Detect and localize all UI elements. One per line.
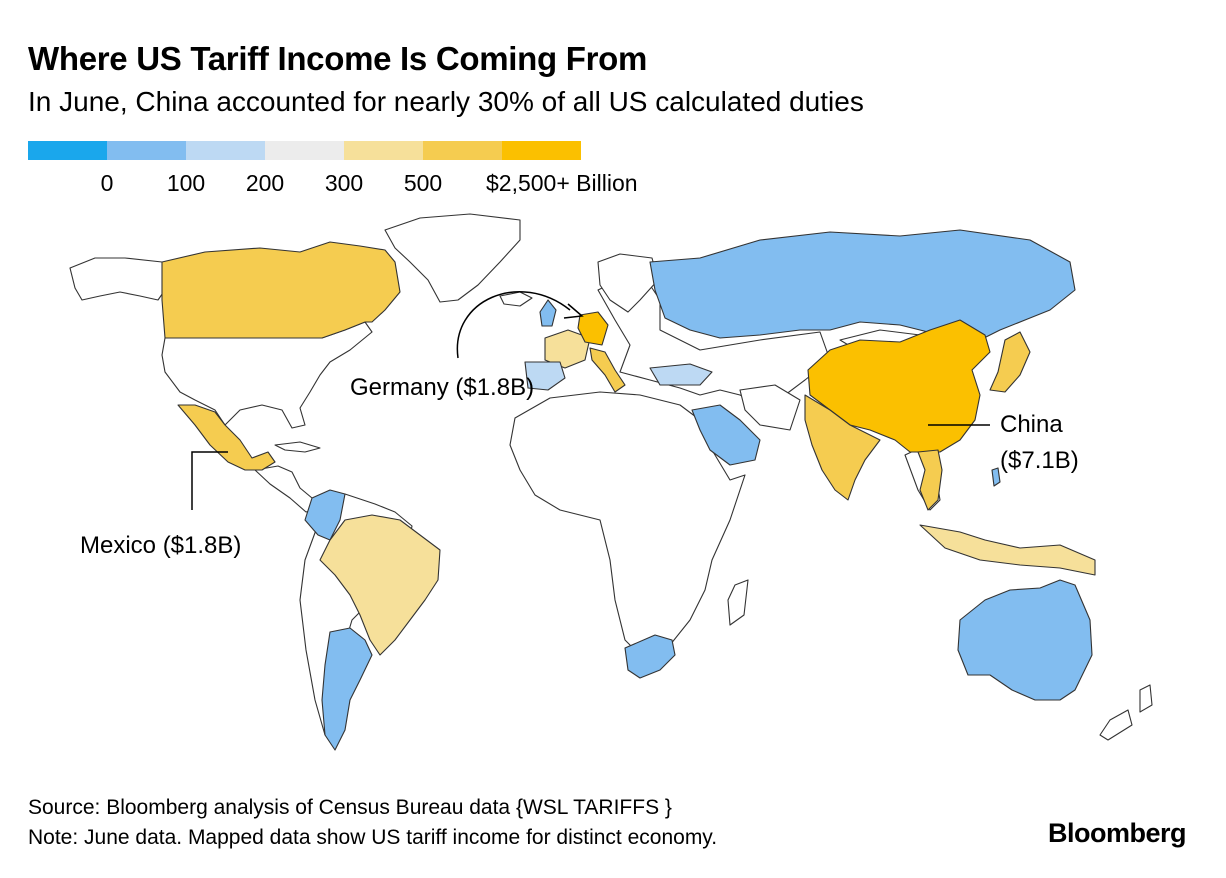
country-new-zealand: [1099, 684, 1153, 741]
legend-swatch-6: [423, 141, 502, 160]
legend-swatch-4: [265, 141, 344, 160]
country-saudi-arabia: [691, 404, 761, 466]
legend-color-scale: [28, 141, 581, 160]
germany-arrow-head: [563, 303, 584, 319]
country-iceland: [499, 291, 533, 307]
country-australia: [957, 579, 1093, 701]
country-south-africa: [624, 634, 676, 679]
legend-label-0: 0: [100, 170, 114, 196]
country-scandinavia: [597, 253, 659, 313]
legend-label-300: 300: [324, 170, 364, 196]
legend-label-500: 500: [403, 170, 443, 196]
country-alaska: [69, 257, 166, 301]
mexico-annotation: Mexico ($1.8B): [80, 532, 242, 559]
chart-subtitle: In June, China accounted for nearly 30% …: [28, 86, 864, 117]
legend-swatch-2: [107, 141, 186, 160]
legend-swatch-1: [28, 141, 107, 160]
country-japan: [989, 331, 1031, 393]
country-italy: [589, 347, 626, 393]
germany-arrow-line: [456, 291, 571, 359]
country-turkey: [649, 363, 713, 386]
country-colombia: [304, 489, 346, 541]
country-argentina: [321, 627, 373, 751]
country-taiwan: [991, 467, 1001, 487]
legend-labels: 0 100 200 300 500 $2,500+ Billion: [0, 170, 700, 200]
china-annotation-value: ($7.1B): [1000, 447, 1079, 474]
country-mexico: [177, 404, 276, 471]
country-russia: [649, 229, 1076, 341]
data-note: Note: June data. Mapped data show US tar…: [28, 826, 718, 849]
china-annotation-name: China: [1000, 411, 1063, 438]
country-france: [544, 329, 591, 369]
legend-swatch-7: [502, 141, 581, 160]
bloomberg-logo: Bloomberg: [1047, 818, 1187, 848]
country-uk: [539, 299, 557, 327]
country-canada: [161, 241, 401, 339]
country-madagascar: [727, 579, 749, 626]
legend-label-max: $2,500+ Billion: [486, 170, 638, 196]
legend-swatch-5: [344, 141, 423, 160]
country-germany: [577, 311, 609, 346]
country-spain: [524, 361, 566, 391]
legend-label-100: 100: [166, 170, 206, 196]
country-indonesia: [919, 524, 1096, 576]
country-cuba: [274, 441, 321, 453]
country-iran: [739, 384, 801, 431]
legend-swatch-3: [186, 141, 265, 160]
chart-title: Where US Tariff Income Is Coming From: [28, 40, 648, 77]
country-india: [804, 394, 881, 501]
germany-annotation: Germany ($1.8B): [350, 374, 535, 401]
country-africa: [509, 391, 746, 656]
country-vietnam: [917, 449, 943, 511]
mexico-leader-line: [191, 451, 228, 510]
country-greenland: [384, 213, 521, 303]
legend-label-200: 200: [245, 170, 285, 196]
country-brazil: [319, 514, 441, 656]
source-note: Source: Bloomberg analysis of Census Bur…: [28, 796, 672, 819]
